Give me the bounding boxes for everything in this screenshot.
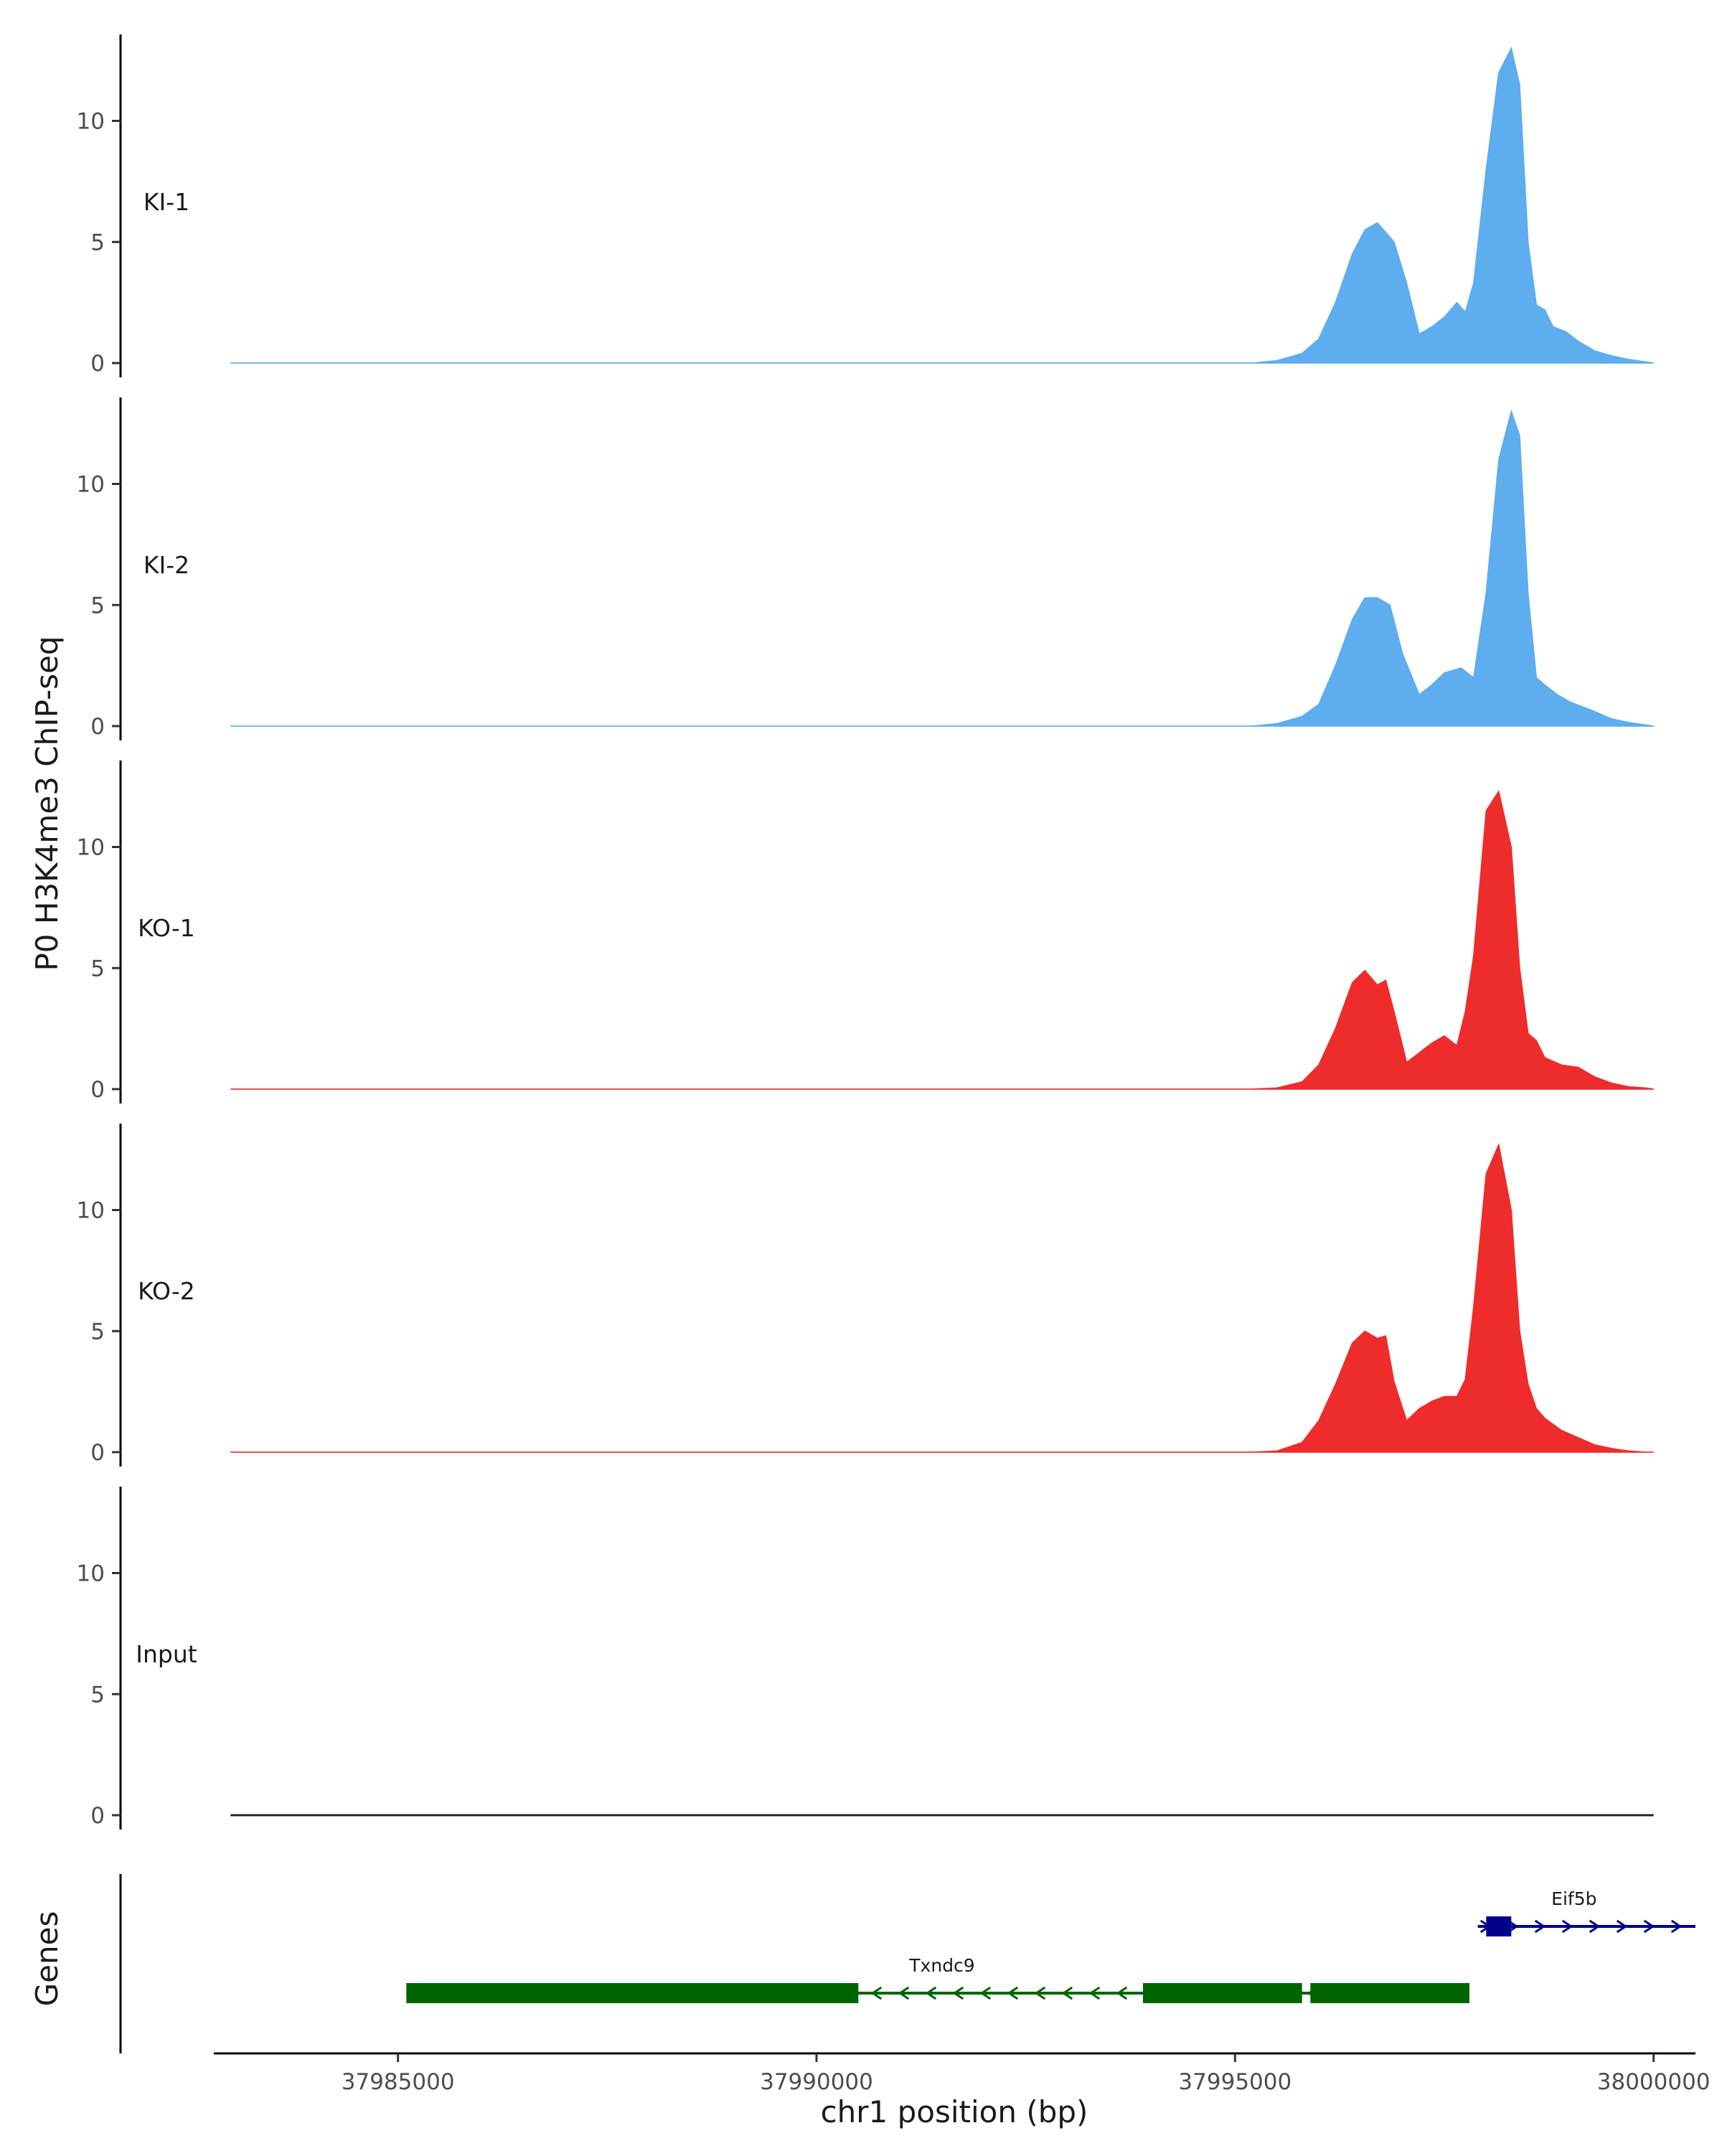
x-tick-label: 37990000 (760, 2069, 873, 2095)
y-tick-label: 10 (77, 835, 105, 861)
track-input: 0 5 10 Input (77, 1487, 1654, 1830)
track-ki-1: 0 5 10 KI-1 (77, 34, 1654, 377)
x-tick-label: 38000000 (1597, 2069, 1711, 2095)
signal-area (230, 789, 1654, 1090)
track-ko-1: 0 5 10 KO-1 (77, 761, 1654, 1103)
strand-arrow (1589, 1919, 1601, 1934)
strand-arrow (1061, 1986, 1073, 2000)
signal-area (230, 47, 1654, 364)
x-axis: 37985000 37990000 37995000 38000000 (214, 2052, 1711, 2095)
strand-arrow (1088, 1986, 1101, 2000)
gene-label: Txndc9 (908, 1955, 974, 1976)
strand-arrow (1534, 1919, 1546, 1934)
strand-arrow (1034, 1986, 1046, 2000)
y-tick-label: 10 (77, 109, 105, 135)
strand-arrow (870, 1986, 883, 2000)
track-label: Input (136, 1640, 197, 1668)
strand-arrow (1561, 1919, 1573, 1934)
gene-eif5b: Eif5b (1477, 1888, 1695, 1936)
strand-arrow (979, 1986, 992, 2000)
x-tick-label: 37985000 (342, 2069, 455, 2095)
x-axis-title: chr1 position (bp) (821, 2094, 1088, 2129)
track-label: KO-1 (138, 914, 195, 942)
gene-exon (1143, 1983, 1302, 2003)
y-tick-label: 0 (90, 714, 105, 740)
y-tick-label: 5 (90, 956, 105, 982)
y-tick-label: 10 (77, 1561, 105, 1587)
track-panels: 0 5 10 KI-1 0 5 10 KI-2 0 5 10 KO-1 0 5 10 KO-2 0 5 10 Inpu… (77, 34, 1654, 1830)
gene-exon (1486, 1916, 1512, 1936)
strand-arrow (1116, 1986, 1128, 2000)
strand-arrow (898, 1986, 910, 2000)
track-ki-2: 0 5 10 KI-2 (77, 397, 1654, 740)
signal-area (230, 1142, 1654, 1453)
strand-arrow (1643, 1919, 1655, 1934)
strand-arrow (952, 1986, 964, 2000)
strand-arrow (925, 1986, 937, 2000)
genes-axis-title: Genes (29, 1911, 65, 2007)
y-tick-label: 0 (90, 1440, 105, 1466)
track-label: KI-2 (144, 551, 189, 579)
gene-exon (406, 1983, 859, 2003)
y-tick-label: 0 (90, 351, 105, 377)
track-label: KO-2 (138, 1277, 195, 1305)
gene-label: Eif5b (1551, 1888, 1596, 1909)
y-tick-label: 0 (90, 1803, 105, 1829)
y-tick-label: 5 (90, 1319, 105, 1345)
gene-txndc9: Txndc9 (406, 1955, 1469, 2003)
y-axis-title: P0 H3K4me3 ChIP-seq (29, 636, 65, 971)
strand-arrow (1616, 1919, 1628, 1934)
gene-exon (1310, 1983, 1469, 2003)
y-tick-label: 5 (90, 1682, 105, 1708)
x-tick-label: 37995000 (1178, 2069, 1292, 2095)
y-tick-label: 0 (90, 1077, 105, 1103)
strand-arrow (1007, 1986, 1019, 2000)
track-label: KI-1 (144, 188, 189, 216)
signal-area (230, 409, 1654, 727)
y-tick-label: 5 (90, 593, 105, 618)
genes-track: Txndc9 Eif5b (119, 1874, 1695, 2053)
y-tick-label: 10 (77, 472, 105, 498)
y-tick-label: 5 (90, 230, 105, 255)
track-ko-2: 0 5 10 KO-2 (77, 1124, 1654, 1467)
strand-arrow (1670, 1919, 1683, 1934)
y-tick-label: 10 (77, 1198, 105, 1224)
